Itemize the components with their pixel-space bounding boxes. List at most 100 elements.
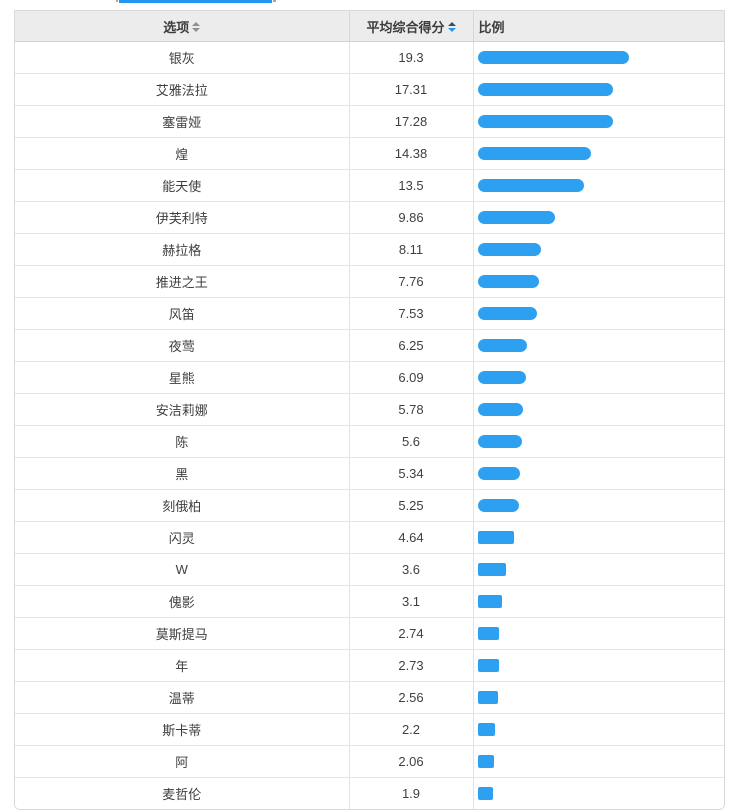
ratio-bar: [477, 147, 591, 160]
option-cell: 黑: [15, 457, 350, 490]
ratio-bar: [477, 435, 522, 448]
option-cell: 夜莺: [15, 329, 350, 362]
option-cell: 闪灵: [15, 521, 350, 554]
column-header-option-label: 选项: [163, 19, 190, 35]
table-row: 闪灵 4.64: [15, 521, 724, 554]
tab-edge-left: [116, 0, 118, 2]
ratio-bar: [477, 691, 498, 704]
ratio-bar: [477, 211, 555, 224]
option-cell: 刻俄柏: [15, 489, 350, 522]
score-cell: 6.25: [349, 329, 474, 362]
table-row: 刻俄柏 5.25: [15, 489, 724, 522]
ratio-cell: [473, 393, 724, 426]
ratio-cell: [473, 233, 724, 266]
ratio-bar: [477, 627, 499, 640]
table-row: 星熊 6.09: [15, 361, 724, 394]
ratio-cell: [473, 649, 724, 682]
score-cell: 5.25: [349, 489, 474, 522]
ratio-cell: [473, 777, 724, 809]
ratio-bar: [477, 371, 526, 384]
table-row: 风笛 7.53: [15, 297, 724, 330]
ratio-cell: [473, 361, 724, 394]
table-row: 银灰 19.3: [15, 41, 724, 74]
ratio-cell: [473, 681, 724, 714]
ratio-bar: [477, 339, 527, 352]
ratio-bar: [477, 723, 495, 736]
option-cell: 艾雅法拉: [15, 73, 350, 106]
ratio-cell: [473, 489, 724, 522]
table-row: 塞雷娅 17.28: [15, 105, 724, 138]
table-row: 煌 14.38: [15, 137, 724, 170]
column-header-score[interactable]: 平均综合得分: [349, 11, 474, 42]
ratio-cell: [473, 105, 724, 138]
option-cell: 煌: [15, 137, 350, 170]
ratio-bar: [477, 659, 499, 672]
option-cell: 麦哲伦: [15, 777, 350, 809]
table-row: 陈 5.6: [15, 425, 724, 458]
score-cell: 3.1: [349, 585, 474, 618]
option-cell: 伊芙利特: [15, 201, 350, 234]
ratio-bar: [477, 83, 613, 96]
option-cell: 陈: [15, 425, 350, 458]
sort-arrows-icon[interactable]: [192, 22, 201, 33]
results-table: 选项 平均综合得分 比例 银灰 19.3 艾雅法拉 17.31: [14, 10, 725, 810]
ratio-cell: [473, 457, 724, 490]
option-cell: 傀影: [15, 585, 350, 618]
score-cell: 2.74: [349, 617, 474, 650]
active-tab-indicator: [119, 0, 272, 3]
score-cell: 5.78: [349, 393, 474, 426]
score-cell: 14.38: [349, 137, 474, 170]
table-row: 赫拉格 8.11: [15, 233, 724, 266]
ratio-bar: [477, 115, 613, 128]
table-row: 伊芙利特 9.86: [15, 201, 724, 234]
option-cell: 风笛: [15, 297, 350, 330]
table-row: 夜莺 6.25: [15, 329, 724, 362]
sort-arrows-icon-desc-active[interactable]: [447, 22, 456, 33]
score-cell: 4.64: [349, 521, 474, 554]
ratio-bar: [477, 51, 629, 64]
ratio-cell: [473, 169, 724, 202]
score-cell: 2.2: [349, 713, 474, 746]
option-cell: 塞雷娅: [15, 105, 350, 138]
score-cell: 5.34: [349, 457, 474, 490]
table-body: 银灰 19.3 艾雅法拉 17.31 塞雷娅 17.28 煌 14.38 能天使…: [15, 41, 724, 809]
ratio-cell: [473, 745, 724, 778]
ratio-cell: [473, 553, 724, 586]
table-row: 莫斯提马 2.74: [15, 617, 724, 650]
column-header-ratio-label: 比例: [478, 19, 505, 35]
ratio-cell: [473, 585, 724, 618]
ratio-bar: [477, 595, 502, 608]
score-cell: 1.9: [349, 777, 474, 809]
score-cell: 7.76: [349, 265, 474, 298]
score-cell: 19.3: [349, 41, 474, 74]
column-header-option[interactable]: 选项: [15, 11, 350, 42]
ratio-bar: [477, 531, 514, 544]
score-cell: 5.6: [349, 425, 474, 458]
ratio-cell: [473, 617, 724, 650]
ratio-bar: [477, 275, 539, 288]
ratio-cell: [473, 137, 724, 170]
table-row: 阿 2.06: [15, 745, 724, 778]
ratio-bar: [477, 755, 494, 768]
ratio-bar: [477, 307, 537, 320]
table-header-row: 选项 平均综合得分 比例: [15, 11, 724, 42]
ratio-cell: [473, 201, 724, 234]
table-row: 艾雅法拉 17.31: [15, 73, 724, 106]
ratio-cell: [473, 41, 724, 74]
table-row: 年 2.73: [15, 649, 724, 682]
table-row: 能天使 13.5: [15, 169, 724, 202]
table-row: 麦哲伦 1.9: [15, 777, 724, 809]
score-cell: 13.5: [349, 169, 474, 202]
option-cell: 能天使: [15, 169, 350, 202]
table-row: W 3.6: [15, 553, 724, 586]
ratio-bar: [477, 403, 523, 416]
score-cell: 2.73: [349, 649, 474, 682]
option-cell: 星熊: [15, 361, 350, 394]
table-row: 傀影 3.1: [15, 585, 724, 618]
option-cell: 银灰: [15, 41, 350, 74]
option-cell: 推进之王: [15, 265, 350, 298]
option-cell: 年: [15, 649, 350, 682]
ratio-cell: [473, 425, 724, 458]
score-cell: 9.86: [349, 201, 474, 234]
